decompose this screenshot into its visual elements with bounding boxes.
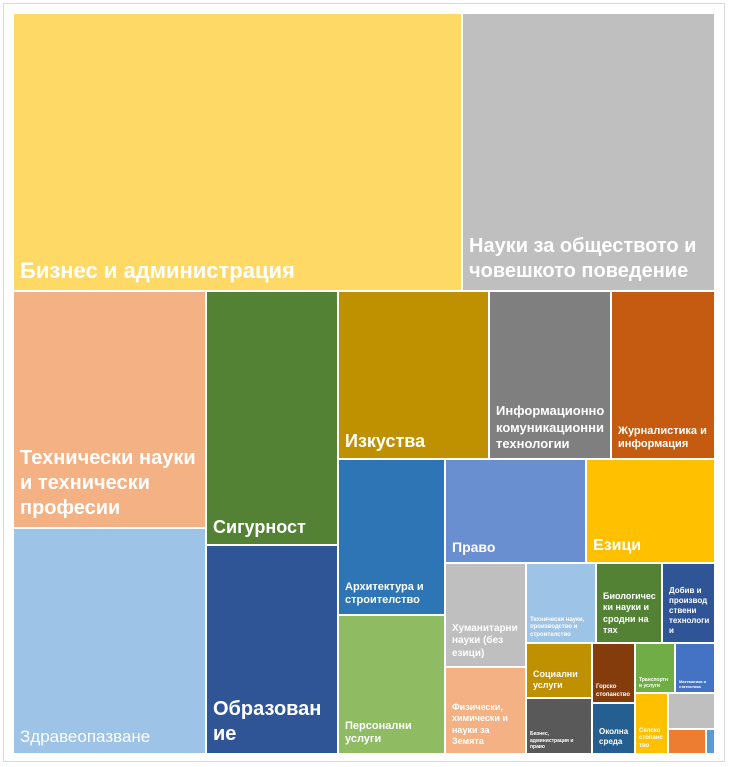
treemap-tile: Архитектура и строителство <box>338 459 445 615</box>
treemap-tile-label: Горско стопанство <box>596 684 630 698</box>
treemap-tile-label: Науки за обществото и човешкото поведени… <box>469 235 697 282</box>
treemap-tile-label: Околна среда <box>599 727 629 746</box>
treemap-tile-label: Сигурност <box>213 516 306 537</box>
treemap-tile: Селско стопанство <box>635 693 668 754</box>
treemap-tile-label: Физически, химически и науки за Земята <box>452 702 508 746</box>
treemap-tile: Транспортни услуги <box>635 643 675 693</box>
treemap-tile: Информационнокомуникационни технологии <box>489 291 611 459</box>
treemap-tile-label: Бизнес и администрация <box>20 257 295 283</box>
treemap-tile: Науки за обществото и човешкото поведени… <box>462 13 715 291</box>
treemap-tile: Бизнес, администрация и право <box>526 698 592 754</box>
treemap-tile-label: Журналистика и информация <box>618 424 707 451</box>
treemap-tile: Добив и производствени технологии <box>662 563 715 643</box>
treemap-tile: Социални услуги <box>526 643 592 698</box>
treemap-tile: Журналистика и информация <box>611 291 715 459</box>
treemap-tile: Здравеопазване <box>13 528 206 754</box>
treemap-tile: Образование <box>206 545 338 754</box>
treemap-tile-label: Архитектура и строителство <box>345 580 424 607</box>
treemap-tile-label: Информационнокомуникационни технологии <box>496 403 605 451</box>
treemap-tile: Изкуства <box>338 291 489 459</box>
treemap-tile-label: Право <box>452 538 496 555</box>
treemap-tile: Горско стопанство <box>592 643 635 703</box>
treemap-tile-label: Биологически науки и сродни на тях <box>603 591 656 635</box>
treemap-tile-label: Бизнес, администрация и право <box>530 731 574 750</box>
treemap-tile: Хуманитарни науки (без езици) <box>445 563 526 667</box>
treemap-tile <box>706 729 715 754</box>
treemap-tile: Математика и статистика <box>675 643 715 693</box>
treemap-tile: Бизнес и администрация <box>13 13 462 291</box>
treemap-tile-label: Езици <box>593 537 642 554</box>
treemap-tile: Околна среда <box>592 703 635 754</box>
treemap-tile: Сигурност <box>206 291 338 545</box>
treemap-tile: Персонални услуги <box>338 615 445 754</box>
treemap-tile-label: Образование <box>213 698 322 745</box>
treemap-tile-label: Математика и статистика <box>679 679 707 689</box>
treemap-tile: Физически, химически и науки за Земята <box>445 667 526 754</box>
treemap-tile-label: Социални услуги <box>533 668 578 690</box>
treemap-tile-label: Технически науки, производство и строите… <box>530 616 585 638</box>
treemap-tile: Технически науки, производство и строите… <box>526 563 596 643</box>
treemap-tile-label: Технически науки и технически професии <box>20 447 196 519</box>
treemap-tile: Езици <box>586 459 715 563</box>
treemap-tile-label: Изкуства <box>345 430 426 451</box>
treemap-tile-label: Персонални услуги <box>345 719 412 746</box>
treemap-tile-label: Хуманитарни науки (без езици) <box>452 622 518 659</box>
treemap-tile-label: Добив и производствени технологии <box>669 586 710 635</box>
treemap-tile: Право <box>445 459 586 563</box>
treemap-tile-label: Здравеопазване <box>20 726 151 746</box>
treemap-tile <box>668 693 715 729</box>
treemap-tile <box>668 729 706 754</box>
treemap-tile: Технически науки и технически професии <box>13 291 206 528</box>
treemap-tile-label: Транспортни услуги <box>639 676 669 689</box>
treemap-tile-label: Селско стопанство <box>639 727 663 749</box>
treemap-tile: Биологически науки и сродни на тях <box>596 563 662 643</box>
